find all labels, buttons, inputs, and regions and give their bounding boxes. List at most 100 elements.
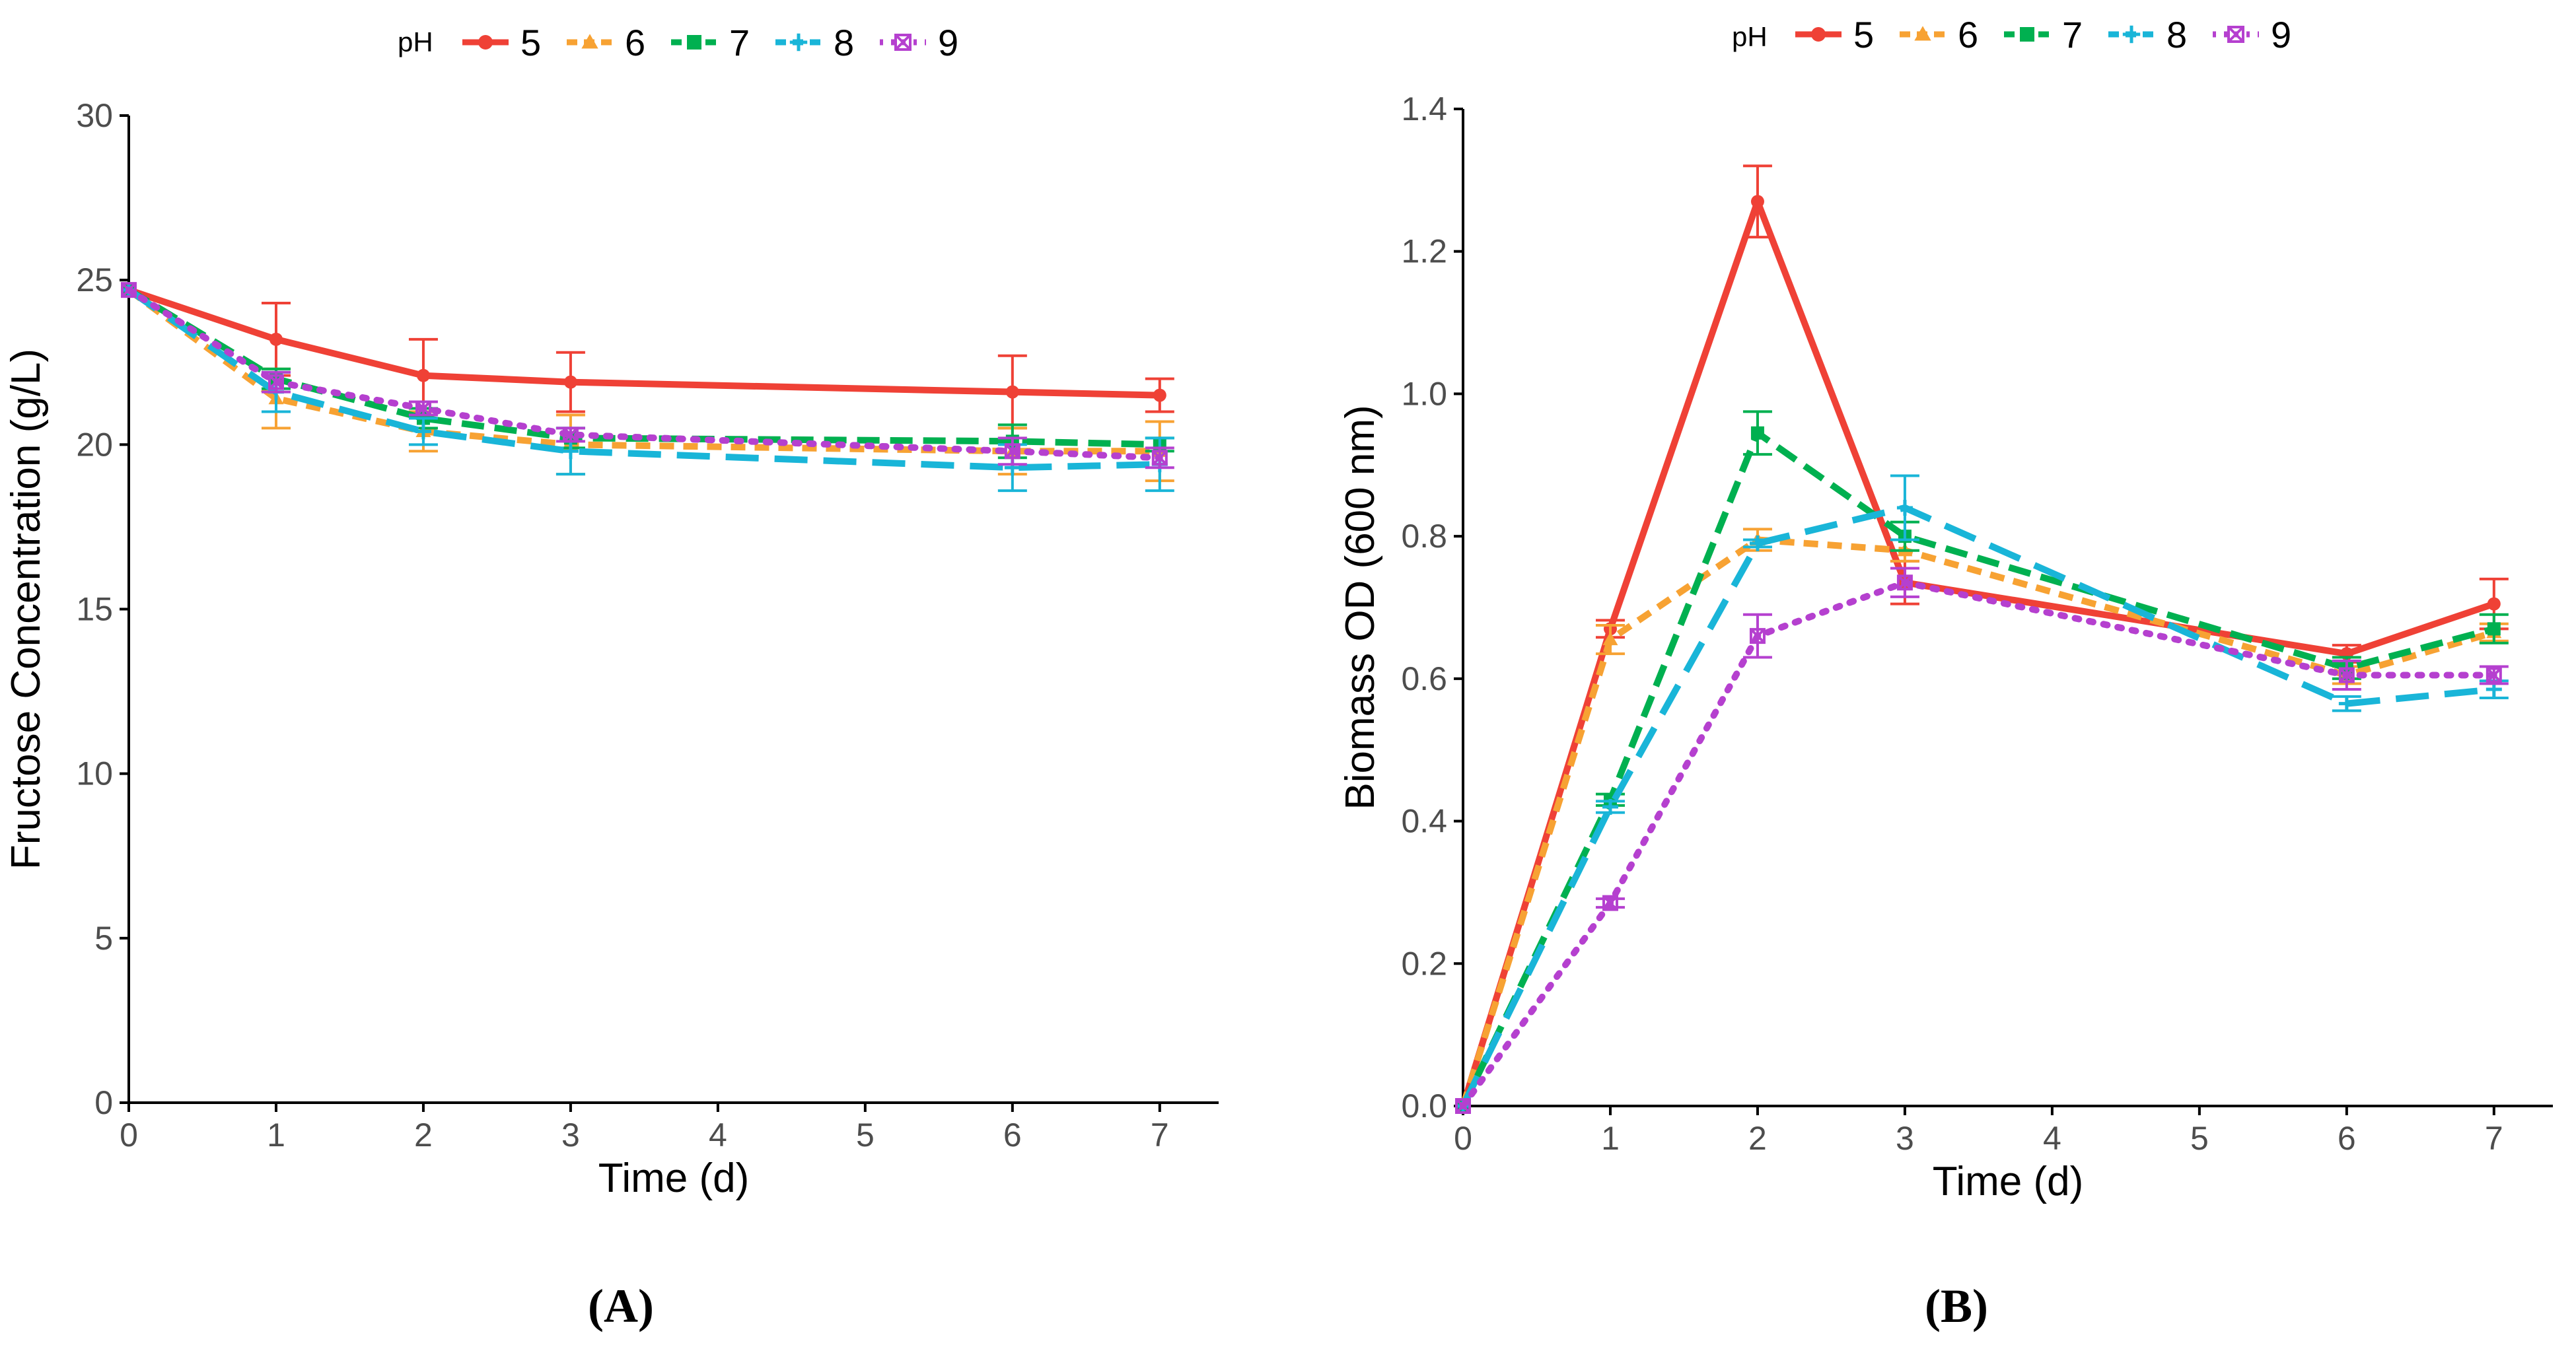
legend-item-ph-7: 7 xyxy=(2004,14,2083,55)
panel-b-series-line-ph-6 xyxy=(1460,536,2495,1107)
legend-label-ph-5: 5 xyxy=(1853,14,1874,55)
panel-b-series-ph-9 xyxy=(1455,567,2509,1114)
panel-a-y-tick-label: 25 xyxy=(76,261,113,298)
legend-item-ph-8: 8 xyxy=(2108,14,2187,55)
panel-b-y-tick-label: 0.2 xyxy=(1401,945,1447,982)
panel-b-y-tick-label: 0.8 xyxy=(1401,518,1447,555)
panel-a-data-point-ph-9 xyxy=(562,427,579,443)
panel-b-data-point-ph-9 xyxy=(2338,667,2355,683)
legend-item-ph-9: 9 xyxy=(2213,14,2291,55)
panel-b: pH 5 6 7 8 9 0.0 0.2 0.4 0.6 0.8 1.0 1.2 1.4 0 1 2 3 4 5 6… xyxy=(1338,14,2553,1332)
legend-item-ph-6: 6 xyxy=(567,22,645,63)
panel-b-y-tick-label: 0.0 xyxy=(1401,1088,1447,1124)
panel-b-series-ph-8 xyxy=(1455,474,2509,1114)
panel-a-y-axis-title: Fructose Concentration (g/L) xyxy=(3,349,49,870)
panel-a-x-tick-label: 0 xyxy=(120,1117,138,1154)
panel-b-data-point-ph-8 xyxy=(1749,535,1766,551)
legend-label-ph-9: 9 xyxy=(2271,14,2291,55)
panel-b-data-point-ph-6 xyxy=(1602,632,1618,646)
panel-a-y-tick-label: 15 xyxy=(76,591,113,628)
panel-a-x-tick-label: 5 xyxy=(856,1117,875,1154)
panel-b-y-tick-label: 0.4 xyxy=(1401,803,1447,840)
panel-a-x-tick-label: 7 xyxy=(1151,1117,1169,1154)
panel-b-x-tick-label: 7 xyxy=(2485,1120,2503,1157)
legend-marker-ph-9 xyxy=(2227,26,2244,43)
panel-a-data-point-ph-5 xyxy=(416,368,430,382)
panel-a-series-ph-5 xyxy=(122,283,1174,430)
panel-b-legend: pH 5 6 7 8 9 xyxy=(1732,14,2291,55)
legend-marker-ph-6 xyxy=(1914,26,1931,41)
legend-title: pH xyxy=(1732,21,1768,52)
legend-title: pH xyxy=(398,26,433,57)
panel-a-y-tick-label: 30 xyxy=(76,97,113,134)
panel-a-data-point-ph-9 xyxy=(1151,450,1168,466)
legend-label-ph-7: 7 xyxy=(2062,14,2083,55)
legend-marker-ph-5 xyxy=(1811,27,1826,42)
panel-b-x-tick-label: 1 xyxy=(1601,1120,1620,1157)
panel-b-x-axis-title: Time (d) xyxy=(1933,1159,2083,1204)
panel-b-data-point-ph-8 xyxy=(2338,695,2355,712)
legend-items: 5 6 7 8 9 xyxy=(1795,14,2291,55)
panel-a-data-point-ph-9 xyxy=(121,282,137,298)
legend-marker-ph-6 xyxy=(581,34,598,49)
panel-b-data-point-ph-7 xyxy=(1750,426,1764,440)
panel-a-x-tick-label: 2 xyxy=(414,1117,433,1154)
legend-item-ph-9: 9 xyxy=(880,22,958,63)
legend-label-ph-5: 5 xyxy=(520,22,541,63)
panel-a-x-tick-label: 4 xyxy=(709,1117,727,1154)
panel-b-data-point-ph-5 xyxy=(1750,195,1764,209)
panel-a-data-point-ph-8 xyxy=(415,423,431,440)
panel-b-x-tick-label: 6 xyxy=(2338,1120,2356,1157)
panel-a-data-point-ph-5 xyxy=(269,332,283,346)
panel-a-data-point-ph-8 xyxy=(562,443,579,460)
panel-b-x-tick-label: 3 xyxy=(1896,1120,1914,1157)
panel-b-x-tick-label: 0 xyxy=(1454,1120,1472,1157)
panel-a-x-tick-label: 6 xyxy=(1003,1117,1022,1154)
legend-marker-ph-8 xyxy=(2122,25,2141,44)
legend-label-ph-6: 6 xyxy=(625,22,645,63)
panel-b-x-tick-label: 5 xyxy=(2190,1120,2209,1157)
panel-b-y-tick-label: 1.4 xyxy=(1401,90,1447,127)
panel-a: pH 5 6 7 8 9 0 5 10 15 20 25 30 0 1 2 3 4 5 6 7 Time (d) Fru… xyxy=(3,22,1219,1332)
panel-b-data-point-ph-9 xyxy=(1749,628,1766,644)
panel-a-series-ph-9 xyxy=(121,282,1174,469)
panel-a-y-tick-label: 5 xyxy=(94,920,113,957)
panel-a-data-point-ph-9 xyxy=(1004,443,1020,460)
panel-a-data-point-ph-5 xyxy=(1005,385,1019,399)
panel-b-data-point-ph-5 xyxy=(2487,597,2501,611)
legend-item-ph-7: 7 xyxy=(671,22,750,63)
legend-item-ph-5: 5 xyxy=(462,22,541,63)
panel-a-y-tick-label: 0 xyxy=(94,1084,113,1121)
panel-b-y-tick-label: 0.6 xyxy=(1401,660,1447,697)
legend-marker-ph-7 xyxy=(687,35,701,50)
legend-items: 5 6 7 8 9 xyxy=(462,22,958,63)
panel-a-data-point-ph-9 xyxy=(415,400,431,417)
panel-b-data-point-ph-9 xyxy=(1602,895,1618,911)
legend-label-ph-8: 8 xyxy=(2166,14,2187,55)
legend-item-ph-5: 5 xyxy=(1795,14,1874,55)
panel-b-y-tick-label: 1.0 xyxy=(1401,375,1447,412)
legend-label-ph-6: 6 xyxy=(1958,14,1978,55)
panel-b-data-point-ph-9 xyxy=(1455,1098,1471,1114)
legend-marker-ph-9 xyxy=(894,34,912,51)
panel-a-x-tick-label: 1 xyxy=(267,1117,285,1154)
panel-b-y-axis-title: Biomass OD (600 nm) xyxy=(1338,405,1383,810)
panel-b-plot-area: 0.0 0.2 0.4 0.6 0.8 1.0 1.2 1.4 0 1 2 3 4 5 6 7 Time (d)… xyxy=(1338,90,2553,1204)
panel-b-data-point-ph-9 xyxy=(1896,574,1913,591)
panel-a-data-point-ph-5 xyxy=(1153,388,1166,402)
panel-label-a: (A) xyxy=(588,1280,654,1332)
panel-a-plot-area: 0 5 10 15 20 25 30 0 1 2 3 4 5 6 7 Time (d) Fructose Con… xyxy=(3,97,1219,1201)
panel-b-series-line-ph-7 xyxy=(1460,429,2495,1108)
panel-a-x-axis-title: Time (d) xyxy=(598,1156,749,1201)
panel-label-b: (B) xyxy=(1925,1280,1988,1332)
panel-a-legend: pH 5 6 7 8 9 xyxy=(398,22,958,63)
panel-b-data-point-ph-8 xyxy=(1896,500,1913,516)
legend-marker-ph-7 xyxy=(2020,27,2034,42)
panel-a-series-line-ph-5 xyxy=(127,287,1160,399)
panel-a-y-tick-label: 20 xyxy=(76,426,113,463)
panel-b-y-tick-label: 1.2 xyxy=(1401,233,1447,270)
panel-b-data-point-ph-7 xyxy=(2487,622,2501,636)
legend-label-ph-9: 9 xyxy=(938,22,958,63)
panel-b-data-point-ph-9 xyxy=(2486,667,2502,683)
